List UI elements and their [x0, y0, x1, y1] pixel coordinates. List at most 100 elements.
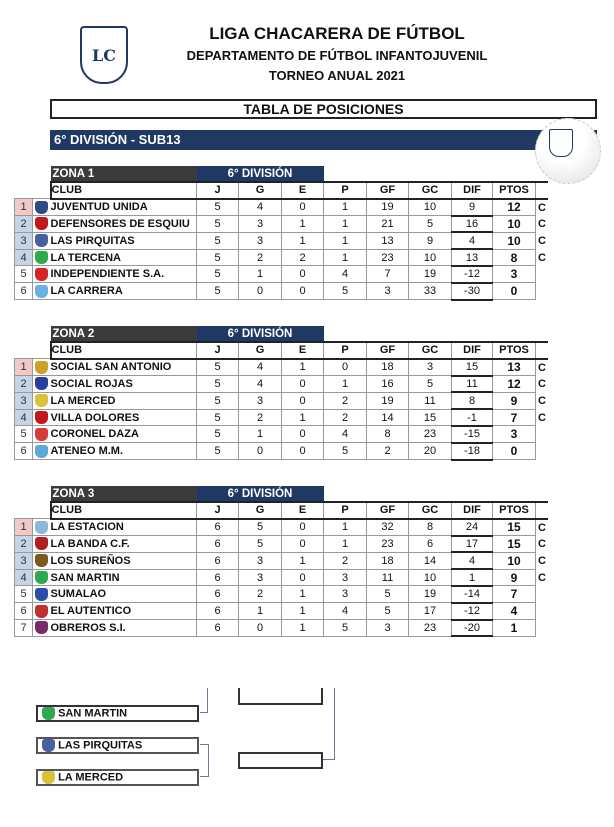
- j-cell: 6: [196, 585, 239, 604]
- gc-cell: 10: [408, 248, 452, 267]
- table-row: 3 LAS PIRQUITAS 5 3 1 1 13 9 4 10 C: [14, 231, 548, 251]
- j-cell: 5: [196, 358, 239, 377]
- bracket-slot-semifinal: [238, 688, 323, 705]
- gc-cell: 5: [408, 215, 452, 233]
- j-cell: 5: [196, 375, 239, 393]
- position: 6: [14, 602, 33, 621]
- j-cell: 5: [196, 408, 239, 427]
- club-name: LA TERCENA: [50, 248, 197, 267]
- j-cell: 5: [196, 391, 239, 410]
- position: 1: [14, 198, 33, 217]
- e-cell: 1: [281, 619, 324, 637]
- zone-label: ZONA 3: [50, 486, 197, 502]
- p-cell: 5: [323, 282, 367, 301]
- gf-cell: 3: [366, 282, 409, 301]
- position: 6: [14, 442, 33, 461]
- division-label: 6° DIVISIÓN: [196, 166, 324, 182]
- e-cell: 0: [281, 265, 324, 284]
- p-cell: 4: [323, 602, 367, 621]
- p-cell: 1: [323, 198, 367, 217]
- dif-cell: 4: [451, 231, 493, 251]
- j-cell: 6: [196, 551, 239, 570]
- ptos-cell: 0: [492, 442, 536, 461]
- gf-cell: 11: [366, 568, 409, 587]
- classified-mark: C: [538, 537, 546, 550]
- club-name: SOCIAL SAN ANTONIO: [50, 358, 197, 377]
- column-header-dif: DIF: [451, 181, 493, 200]
- gf-cell: 32: [366, 518, 409, 537]
- club-name: ATENEO M.M.: [50, 442, 197, 461]
- position: 5: [14, 585, 33, 604]
- p-cell: 1: [323, 231, 367, 250]
- p-cell: 5: [323, 619, 367, 637]
- column-header-g: G: [238, 341, 282, 360]
- column-header-gf: GF: [366, 181, 409, 200]
- club-badge-icon: [35, 554, 49, 568]
- bracket-slot-final: [238, 752, 323, 769]
- g-cell: 1: [238, 602, 282, 621]
- gf-cell: 21: [366, 215, 409, 233]
- club-badge-icon: [35, 267, 49, 281]
- p-cell: 1: [323, 535, 367, 553]
- league-logo: LC: [80, 26, 128, 84]
- column-header-gc: GC: [408, 181, 452, 200]
- table-row: 2 SOCIAL ROJAS 5 4 0 1 16 5 11 12 C: [14, 375, 548, 394]
- e-cell: 1: [281, 408, 324, 427]
- p-cell: 1: [323, 375, 367, 393]
- position: 6: [14, 282, 33, 301]
- standings-table-zone-3: ZONA 3 6° DIVISIÓN CLUB J G E P GF GC DIF PTOS 1 LA …: [14, 486, 548, 638]
- club-name: OBREROS S.I.: [50, 619, 197, 637]
- bracket-team-name: LAS PIRQUITAS: [58, 739, 143, 752]
- club-badge-icon: [35, 537, 49, 551]
- column-header-dif: DIF: [451, 341, 493, 360]
- e-cell: 0: [281, 518, 324, 537]
- e-cell: 0: [281, 282, 324, 301]
- column-header-e: E: [281, 341, 324, 360]
- club-badge-icon: [35, 587, 49, 601]
- club-badge-icon: [42, 707, 55, 720]
- bracket-connector: [200, 744, 209, 777]
- table-row: 6 EL AUTENTICO 6 1 1 4 5 17 -12 4: [14, 602, 548, 621]
- e-cell: 0: [281, 391, 324, 410]
- club-name: LOS SUREÑOS: [50, 551, 197, 570]
- gf-cell: 5: [366, 602, 409, 621]
- j-cell: 5: [196, 231, 239, 250]
- standings-table-zone-2: ZONA 2 6° DIVISIÓN CLUB J G E P GF GC DIF PTOS 1 SOC…: [14, 326, 548, 461]
- club-name: SUMALAO: [50, 585, 197, 604]
- p-cell: 1: [323, 518, 367, 537]
- e-cell: 1: [281, 551, 324, 570]
- gc-cell: 5: [408, 375, 452, 393]
- g-cell: 3: [238, 551, 282, 570]
- position: 2: [14, 535, 33, 553]
- e-cell: 0: [281, 425, 324, 444]
- zone-label: ZONA 1: [50, 166, 197, 182]
- gc-cell: 10: [408, 198, 452, 217]
- column-header-club: CLUB: [49, 181, 197, 200]
- g-cell: 1: [238, 425, 282, 444]
- table-row: 5 SUMALAO 6 2 1 3 5 19 -14 7: [14, 585, 548, 604]
- gc-cell: 33: [408, 282, 452, 301]
- e-cell: 1: [281, 231, 324, 250]
- bracket-team-2: LAS PIRQUITAS: [36, 737, 199, 754]
- dif-cell: 9: [451, 198, 493, 217]
- club-badge-icon: [35, 217, 49, 231]
- standings-table-zone-1: ZONA 1 6° DIVISIÓN CLUB J G E P GF GC DIF PTOS 1 JUV…: [14, 166, 548, 301]
- club-name: CORONEL DAZA: [50, 425, 197, 444]
- classified-mark: [536, 443, 548, 460]
- e-cell: 0: [281, 535, 324, 553]
- column-header-g: G: [238, 501, 282, 520]
- e-cell: 0: [281, 568, 324, 587]
- dif-cell: 4: [451, 551, 493, 571]
- club-badge-icon: [42, 739, 55, 752]
- classified-mark: C: [538, 554, 546, 567]
- j-cell: 6: [196, 518, 239, 537]
- table-title: TABLA DE POSICIONES: [50, 99, 597, 119]
- gc-cell: 23: [408, 425, 452, 444]
- p-cell: 1: [323, 215, 367, 233]
- column-header-gf: GF: [366, 341, 409, 360]
- g-cell: 4: [238, 358, 282, 377]
- club-badge-icon: [35, 200, 49, 214]
- club-badge-icon: [35, 520, 49, 534]
- p-cell: 2: [323, 408, 367, 427]
- club-name: LA ESTACION: [50, 518, 197, 537]
